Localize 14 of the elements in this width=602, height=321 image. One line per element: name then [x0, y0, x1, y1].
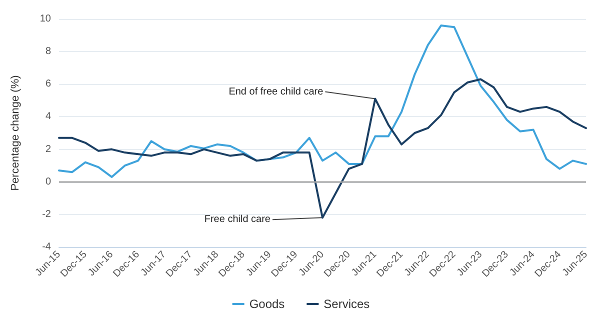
y-tick-label: 0: [45, 176, 52, 188]
annotation: Free child care: [204, 214, 271, 226]
legend-label: Services: [324, 297, 370, 311]
y-tick-label: 10: [40, 14, 52, 24]
line-series: [58, 24, 587, 178]
y-tick-label: 8: [45, 46, 52, 58]
y-axis-title: Percentage change (%): [10, 75, 22, 191]
y-tick-label: 4: [45, 111, 52, 122]
y-tick-label: -2: [42, 208, 52, 220]
annotation: End of free child care: [228, 86, 324, 98]
legend-label: Goods: [249, 297, 285, 311]
y-tick-label: -4: [42, 242, 52, 252]
y-tick-label: 2: [45, 144, 52, 155]
y-tick-label: 6: [45, 78, 52, 90]
